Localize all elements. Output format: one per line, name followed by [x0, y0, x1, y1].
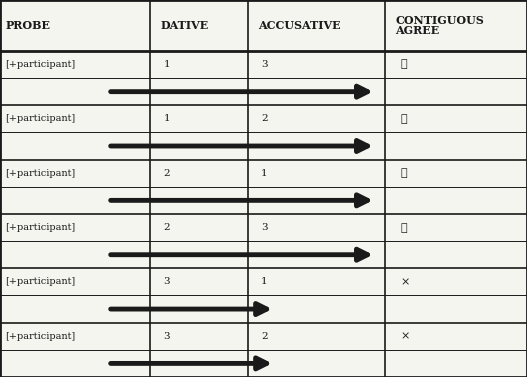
Text: 1: 1: [163, 114, 170, 123]
Text: 2: 2: [163, 169, 170, 178]
Text: ✓: ✓: [401, 168, 407, 178]
Text: ✓: ✓: [401, 60, 407, 69]
Text: [+participant]: [+participant]: [5, 277, 75, 287]
Text: 3: 3: [163, 332, 170, 341]
Text: ACCUSATIVE: ACCUSATIVE: [258, 20, 341, 31]
Text: [+participant]: [+participant]: [5, 114, 75, 123]
Text: 3: 3: [261, 223, 268, 232]
Text: 2: 2: [261, 332, 268, 341]
Text: [+participant]: [+participant]: [5, 223, 75, 232]
Text: ×: ×: [401, 277, 410, 287]
Text: AGREE: AGREE: [395, 25, 440, 36]
Text: 3: 3: [261, 60, 268, 69]
Text: ×: ×: [401, 331, 410, 341]
Text: ✓: ✓: [401, 222, 407, 233]
Text: [+participant]: [+participant]: [5, 169, 75, 178]
Text: 1: 1: [261, 277, 268, 287]
Text: 2: 2: [261, 114, 268, 123]
Text: 1: 1: [261, 169, 268, 178]
Text: PROBE: PROBE: [5, 20, 50, 31]
Text: 1: 1: [163, 60, 170, 69]
Text: [+participant]: [+participant]: [5, 60, 75, 69]
Text: DATIVE: DATIVE: [161, 20, 209, 31]
Text: 3: 3: [163, 277, 170, 287]
Text: ✓: ✓: [401, 114, 407, 124]
Text: 2: 2: [163, 223, 170, 232]
Text: CONTIGUOUS: CONTIGUOUS: [395, 15, 484, 26]
Text: [+participant]: [+participant]: [5, 332, 75, 341]
